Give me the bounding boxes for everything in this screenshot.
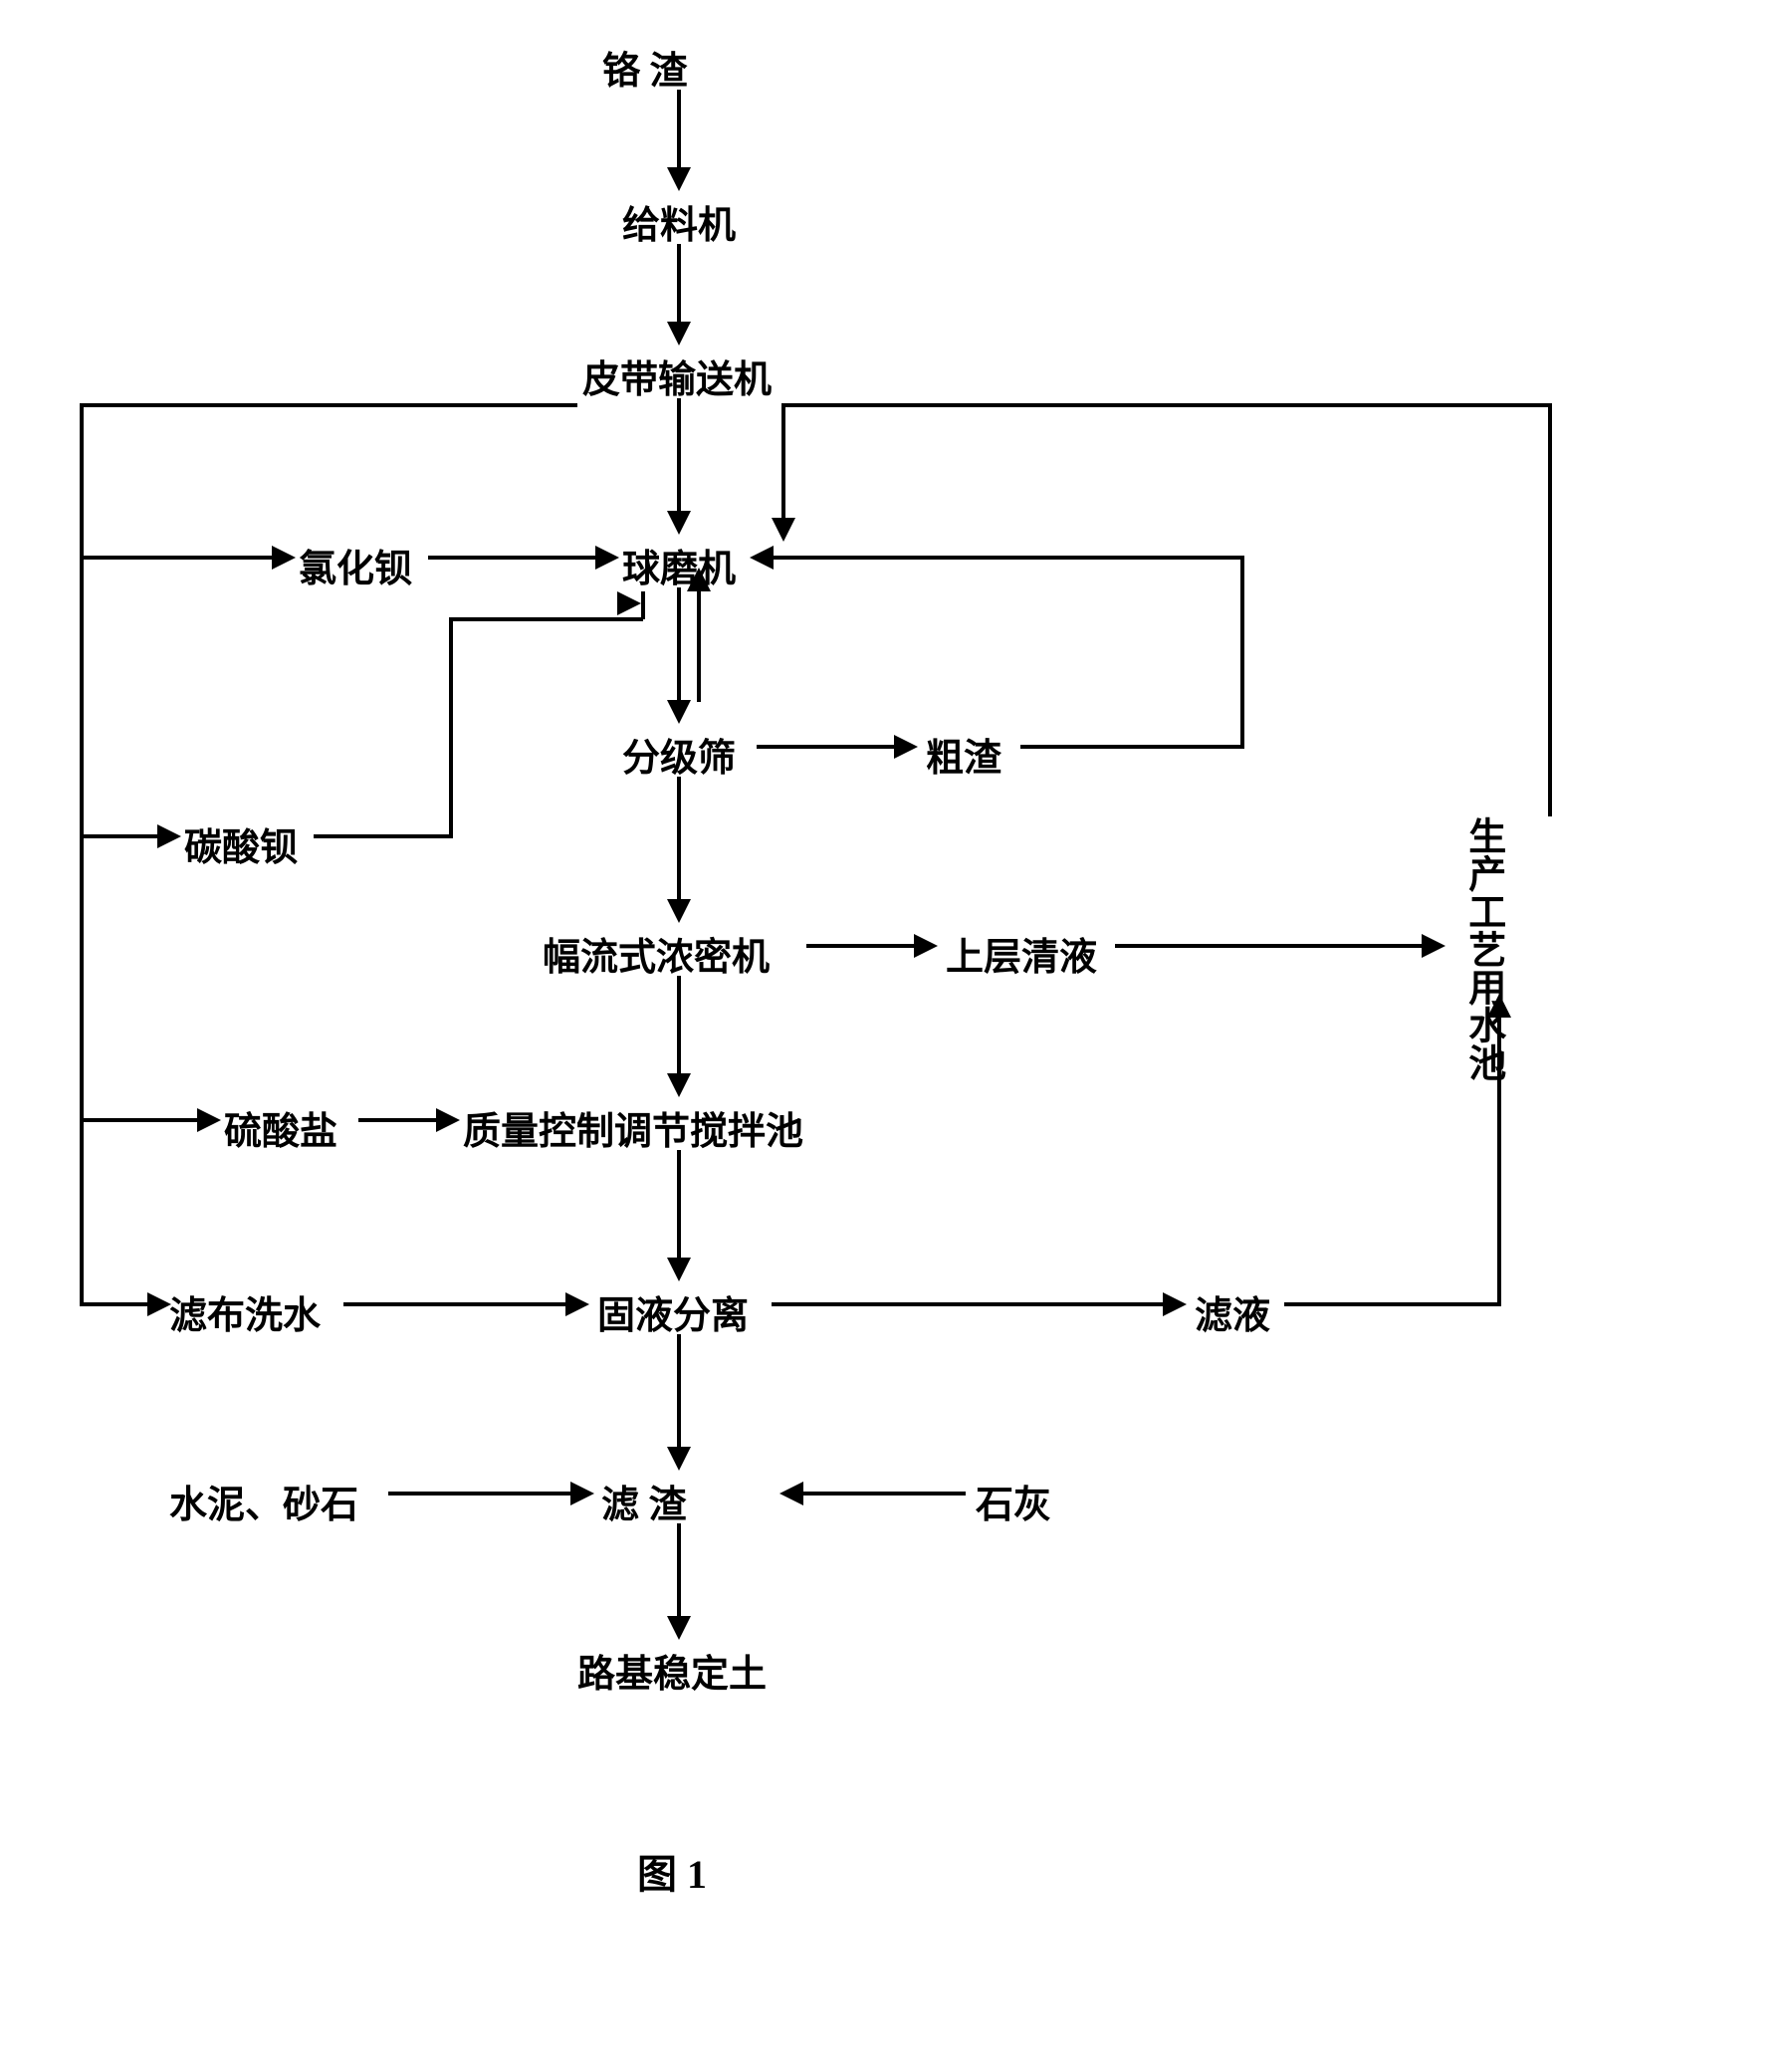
edge-h5	[358, 1118, 438, 1122]
arrow-bus-b3	[197, 1108, 221, 1132]
edge-v3	[677, 398, 681, 513]
edge-filtrate-a	[1284, 1302, 1501, 1306]
edge-pool-b	[781, 403, 1552, 407]
node-sulfate: 硫酸盐	[224, 1100, 337, 1155]
node-barium-carbonate: 碳酸钡	[184, 816, 298, 871]
node-filtrate: 滤液	[1195, 1284, 1270, 1339]
node-filter-cloth-wash: 滤布洗水	[169, 1284, 321, 1339]
edge-loop1c	[772, 556, 1244, 560]
edge-v6	[677, 976, 681, 1075]
node-filter-residue: 滤 渣	[601, 1474, 687, 1528]
edge-bus-v	[80, 403, 84, 1306]
arrow-v3	[667, 511, 691, 535]
edge-pool-a	[1548, 403, 1552, 816]
arrow-h6	[565, 1292, 589, 1316]
node-cement-sand: 水泥、砂石	[169, 1474, 358, 1528]
edge-loop1b	[1240, 556, 1244, 749]
arrow-v1	[667, 167, 691, 191]
edge-bus-b4	[80, 1302, 149, 1306]
edge-h3	[806, 944, 916, 948]
edge-bus-b3	[80, 1118, 199, 1122]
node-coarse-slag: 粗渣	[926, 727, 1001, 782]
arrow-filtrate	[1487, 994, 1511, 1018]
node-feeder: 给料机	[622, 194, 736, 249]
edge-v9	[677, 1523, 681, 1618]
edge-elbow-bc-d	[641, 591, 645, 619]
arrow-h7	[1163, 1292, 1187, 1316]
arrow-v8	[667, 1447, 691, 1471]
arrow-v7	[667, 1258, 691, 1281]
arrow-h5	[436, 1108, 460, 1132]
edge-h8	[388, 1492, 572, 1496]
edge-h9	[801, 1492, 966, 1496]
arrow-h2	[894, 735, 918, 759]
edge-filtrate-b	[1497, 1016, 1501, 1306]
edge-h7	[772, 1302, 1165, 1306]
edge-v4b	[697, 587, 701, 702]
arrow-h8	[570, 1482, 594, 1505]
arrow-loop1	[750, 546, 774, 570]
node-lime: 石灰	[976, 1474, 1051, 1528]
arrow-pool	[772, 518, 795, 542]
node-classifier-screen: 分级筛	[622, 727, 736, 782]
edge-v5	[677, 777, 681, 901]
arrow-h3	[914, 934, 938, 958]
flowchart-canvas: 铬 渣 给料机 皮带输送机 球磨机 氯化钡 分级筛 粗渣 碳酸钡 幅流式浓密机 …	[0, 0, 1777, 2072]
node-supernatant: 上层清液	[946, 926, 1097, 981]
edge-elbow-bc-c	[449, 617, 643, 621]
edge-bus-b1	[80, 556, 274, 560]
node-belt-conveyor: 皮带输送机	[582, 348, 772, 403]
arrow-h1	[595, 546, 619, 570]
arrow-v4	[667, 700, 691, 724]
edge-v7	[677, 1150, 681, 1260]
node-barium-chloride: 氯化钡	[299, 538, 412, 592]
edge-bus-top	[80, 403, 577, 407]
node-roadbed-soil: 路基稳定土	[577, 1643, 767, 1698]
edge-v1	[677, 90, 681, 169]
edge-h1	[428, 556, 597, 560]
node-ball-mill: 球磨机	[622, 538, 736, 592]
arrow-v9	[667, 1616, 691, 1640]
arrow-v4b	[687, 568, 711, 591]
edge-loop1a	[1020, 745, 1244, 749]
arrow-h9	[779, 1482, 803, 1505]
node-thickener: 幅流式浓密机	[543, 926, 770, 981]
edge-elbow-bc-a	[314, 834, 453, 838]
arrow-elbow-bc	[617, 591, 641, 615]
node-chromium-slag: 铬 渣	[602, 40, 688, 95]
edge-h6	[343, 1302, 567, 1306]
arrow-bus-b1	[272, 546, 296, 570]
arrow-bus-b2	[157, 824, 181, 848]
node-quality-control-tank: 质量控制调节搅拌池	[463, 1100, 803, 1155]
edge-bus-b2	[80, 834, 159, 838]
edge-elbow-bc-b	[449, 617, 453, 838]
edge-v8	[677, 1334, 681, 1449]
edge-pool-d	[781, 403, 785, 528]
arrow-v6	[667, 1073, 691, 1097]
edge-v4	[677, 587, 681, 702]
edge-h2	[757, 745, 896, 749]
arrow-v2	[667, 322, 691, 345]
edge-v2	[677, 244, 681, 324]
node-solid-liquid-sep: 固液分离	[597, 1284, 749, 1339]
arrow-v5	[667, 899, 691, 923]
edge-h4	[1115, 944, 1424, 948]
arrow-bus-b4	[147, 1292, 171, 1316]
arrow-h4	[1422, 934, 1445, 958]
figure-caption: 图 1	[637, 1842, 707, 1900]
